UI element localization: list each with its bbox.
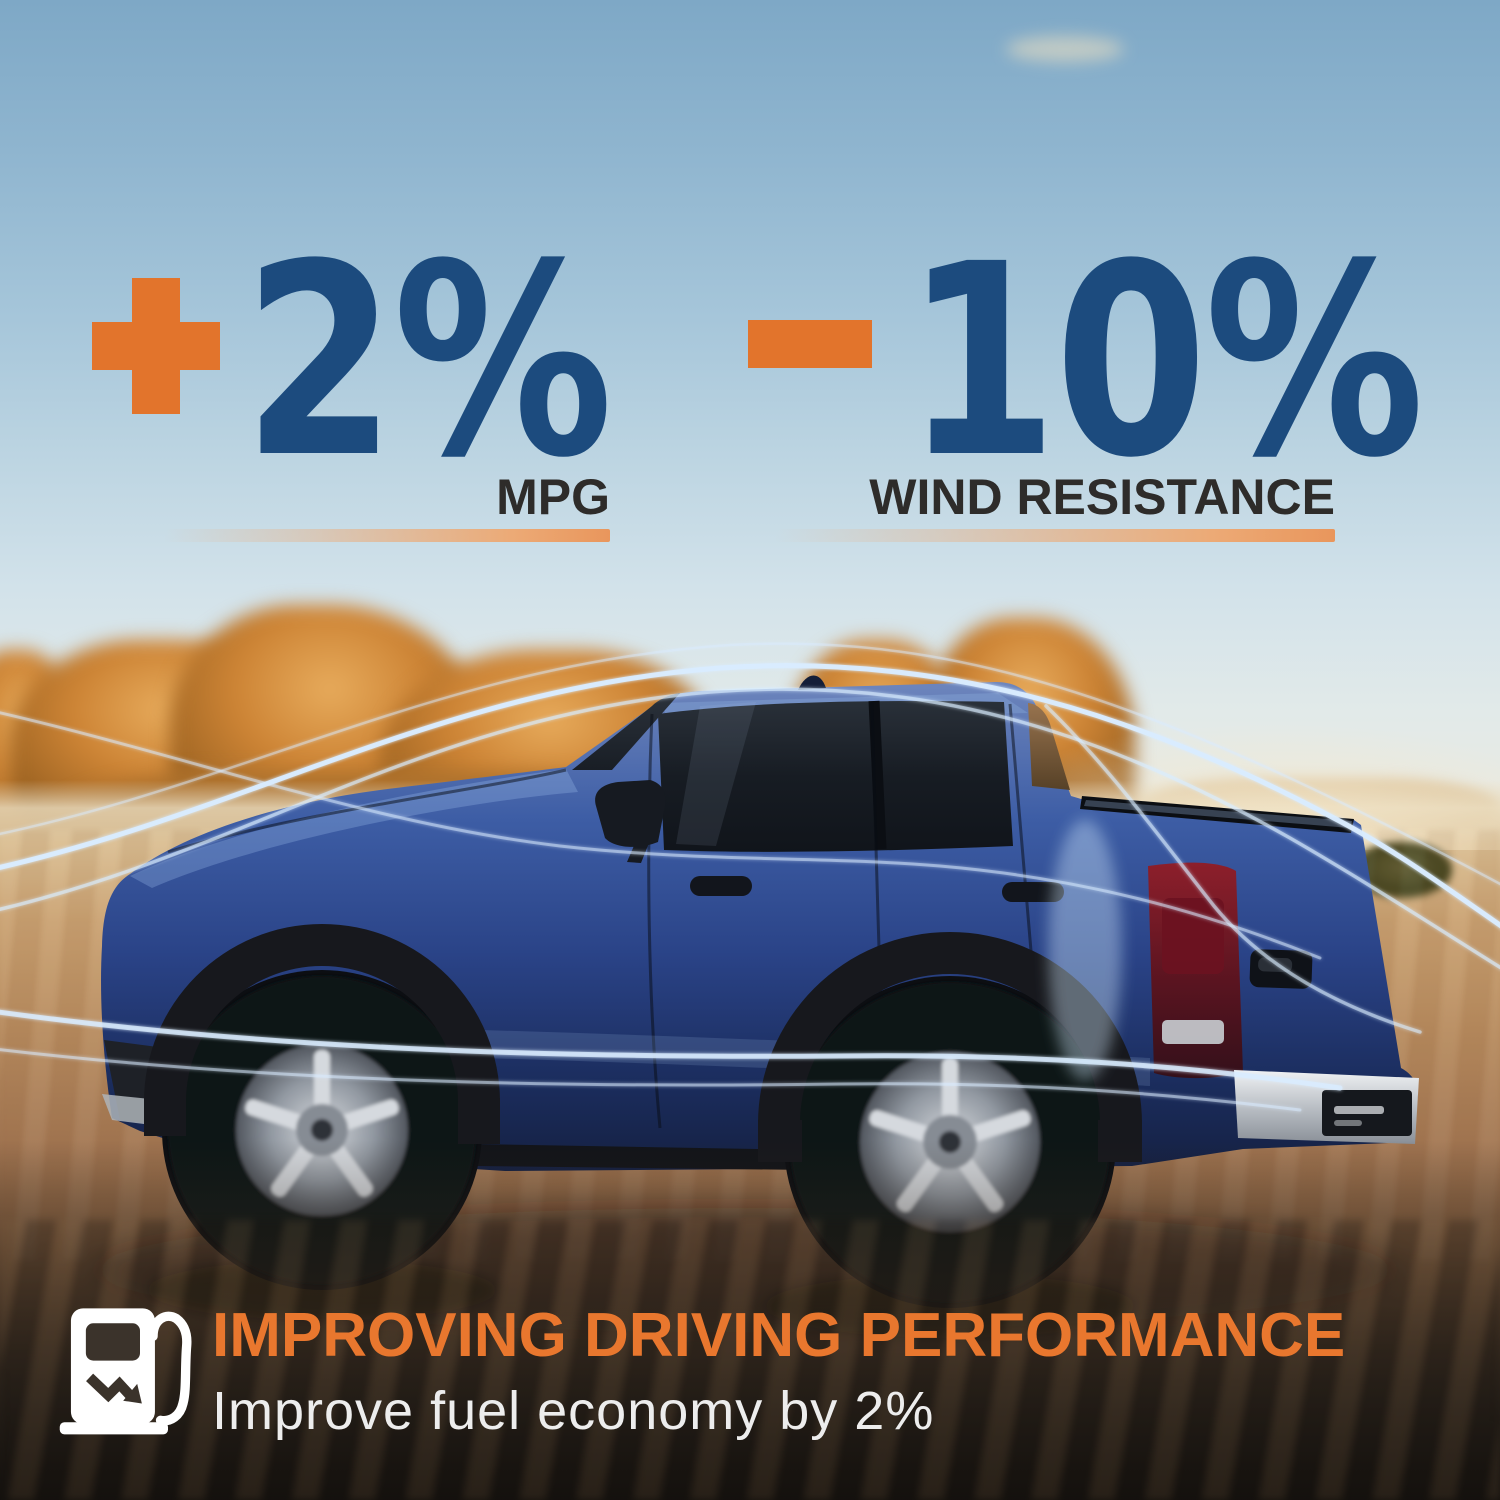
bottom-dark-gradient (0, 1140, 1500, 1500)
fuel-pump-decrease-icon (59, 1308, 192, 1435)
stat-value: 10% (904, 208, 1424, 516)
taillight-reverse-lens (1162, 1020, 1224, 1044)
minus-icon (748, 320, 872, 368)
stat-wind-resistance: 10% WIND RESISTANCE (745, 208, 1424, 542)
side-windows (658, 701, 1013, 852)
cloud (1006, 36, 1124, 62)
stat-underline (164, 529, 610, 542)
footer-title: IMPROVING DRIVING PERFORMANCE (212, 1301, 1346, 1370)
window-highlight (676, 702, 756, 846)
plate-mark (1334, 1106, 1384, 1114)
quarter-window (1028, 703, 1070, 790)
footer-subtitle: Improve fuel economy by 2% (212, 1381, 935, 1441)
roof-antenna-fin (798, 675, 826, 690)
b-pillar (868, 700, 887, 850)
stat-label: MPG (496, 469, 610, 525)
side-mirror (595, 780, 666, 863)
stat-underline (775, 529, 1335, 542)
bed-rail-highlight (1084, 800, 1352, 828)
front-door-handle (690, 876, 752, 896)
plus-icon (92, 278, 220, 414)
footer-text: IMPROVING DRIVING PERFORMANCE Improve fu… (212, 1298, 1346, 1441)
footer-banner: IMPROVING DRIVING PERFORMANCE Improve fu… (56, 1298, 1345, 1440)
hood-highlight (130, 769, 578, 888)
windshield (572, 693, 680, 770)
tonneau-cover (1080, 796, 1354, 833)
airflow-lines (0, 642, 1500, 1112)
plate-mark (1334, 1120, 1362, 1126)
stat-label: WIND RESISTANCE (869, 469, 1335, 525)
rear-door-handle (1002, 882, 1064, 902)
stat-mpg: 2% MPG (88, 208, 613, 542)
stat-value: 2% (243, 208, 613, 516)
motion-blur-dirt (0, 1220, 1500, 1500)
